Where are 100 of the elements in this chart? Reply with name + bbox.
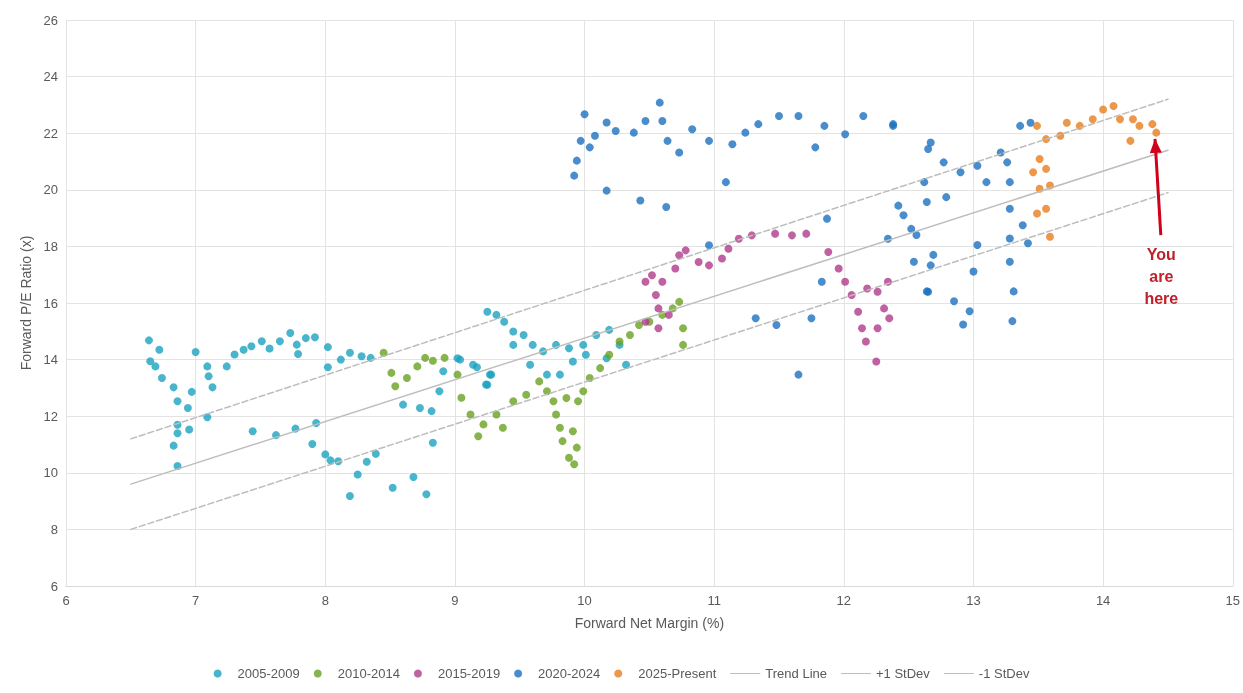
point xyxy=(647,271,656,280)
point xyxy=(440,353,449,362)
point xyxy=(671,264,680,273)
point xyxy=(861,337,870,346)
point xyxy=(681,246,690,255)
point xyxy=(654,324,663,333)
point xyxy=(880,304,889,313)
point xyxy=(705,261,714,270)
point xyxy=(568,427,577,436)
point xyxy=(1126,136,1135,145)
point xyxy=(625,330,634,339)
point xyxy=(717,254,726,263)
legend-label: -1 StDev xyxy=(978,666,1030,681)
point xyxy=(885,314,894,323)
point xyxy=(1045,232,1054,241)
point xyxy=(675,297,684,306)
point xyxy=(387,368,396,377)
point xyxy=(535,377,544,386)
x-tick-label: 14 xyxy=(1095,593,1111,608)
point xyxy=(1042,204,1051,213)
point xyxy=(402,374,411,382)
point xyxy=(1033,121,1042,130)
point xyxy=(492,410,501,419)
point xyxy=(802,229,811,238)
y-tick-label: 20 xyxy=(43,182,58,198)
annotation: You are here xyxy=(1144,245,1179,307)
legend-label: 2010-2014 xyxy=(337,666,400,681)
y-tick-label: 26 xyxy=(43,12,58,28)
y-tick-label: 24 xyxy=(43,69,58,85)
point xyxy=(873,287,882,296)
x-tick-label: 12 xyxy=(836,593,852,608)
point xyxy=(1109,102,1118,111)
legend-label: Trend Line xyxy=(765,666,827,681)
point xyxy=(596,364,605,373)
point xyxy=(635,321,644,330)
legend-label: 2015-2019 xyxy=(437,666,501,681)
point xyxy=(694,257,703,266)
point xyxy=(558,437,567,446)
x-tick-label: 7 xyxy=(192,593,200,608)
point xyxy=(552,410,561,419)
point xyxy=(572,443,581,452)
y-tick-label: 14 xyxy=(43,352,58,368)
legend-label: 2025-Present xyxy=(638,666,717,681)
point xyxy=(1062,118,1071,127)
point xyxy=(542,387,551,396)
x-tick-label: 9 xyxy=(451,593,459,608)
point xyxy=(565,453,574,462)
point xyxy=(854,307,863,316)
point xyxy=(522,390,531,399)
point xyxy=(679,340,688,349)
point xyxy=(771,229,780,238)
point xyxy=(574,397,583,406)
point xyxy=(651,291,660,300)
y-tick-label: 10 xyxy=(43,465,58,481)
point xyxy=(1099,105,1108,114)
legend-label: 2020-2024 xyxy=(538,666,601,681)
y-tick-label: 22 xyxy=(43,125,58,141)
point xyxy=(679,324,688,333)
point xyxy=(466,410,475,419)
x-tick-label: 13 xyxy=(966,593,981,608)
x-axis-title: Forward Net Margin (%) xyxy=(574,615,725,631)
point xyxy=(413,362,422,371)
y-tick-label: 12 xyxy=(43,408,58,424)
x-tick-label: 11 xyxy=(707,593,721,608)
point xyxy=(428,356,437,365)
y-tick-label: 16 xyxy=(43,295,58,311)
point xyxy=(479,420,488,429)
point xyxy=(457,393,466,402)
point xyxy=(1148,120,1157,129)
point xyxy=(1152,128,1161,137)
point xyxy=(549,397,558,406)
point xyxy=(474,432,483,441)
point xyxy=(555,423,564,432)
point xyxy=(858,324,866,333)
point xyxy=(841,277,850,286)
point xyxy=(1035,154,1044,163)
point xyxy=(421,353,430,362)
point xyxy=(834,264,843,273)
point xyxy=(570,460,579,469)
point xyxy=(658,277,667,286)
point xyxy=(724,244,733,253)
x-tick-label: 15 xyxy=(1225,593,1240,608)
y-tick-label: 18 xyxy=(43,238,58,254)
y-axis-title: Forward P/E Ratio (x) xyxy=(17,235,34,371)
x-tick-label: 10 xyxy=(577,593,592,608)
point xyxy=(664,310,673,319)
point xyxy=(1115,115,1124,124)
point xyxy=(579,387,588,396)
point xyxy=(498,423,507,432)
point xyxy=(1033,209,1042,218)
point xyxy=(872,357,881,366)
point xyxy=(605,350,614,359)
point xyxy=(1135,121,1144,130)
point xyxy=(1088,115,1097,124)
point xyxy=(391,382,400,391)
point xyxy=(654,304,663,313)
x-tick-label: 6 xyxy=(62,593,70,608)
y-tick-label: 6 xyxy=(50,578,58,594)
point xyxy=(641,277,650,286)
point xyxy=(873,324,882,333)
